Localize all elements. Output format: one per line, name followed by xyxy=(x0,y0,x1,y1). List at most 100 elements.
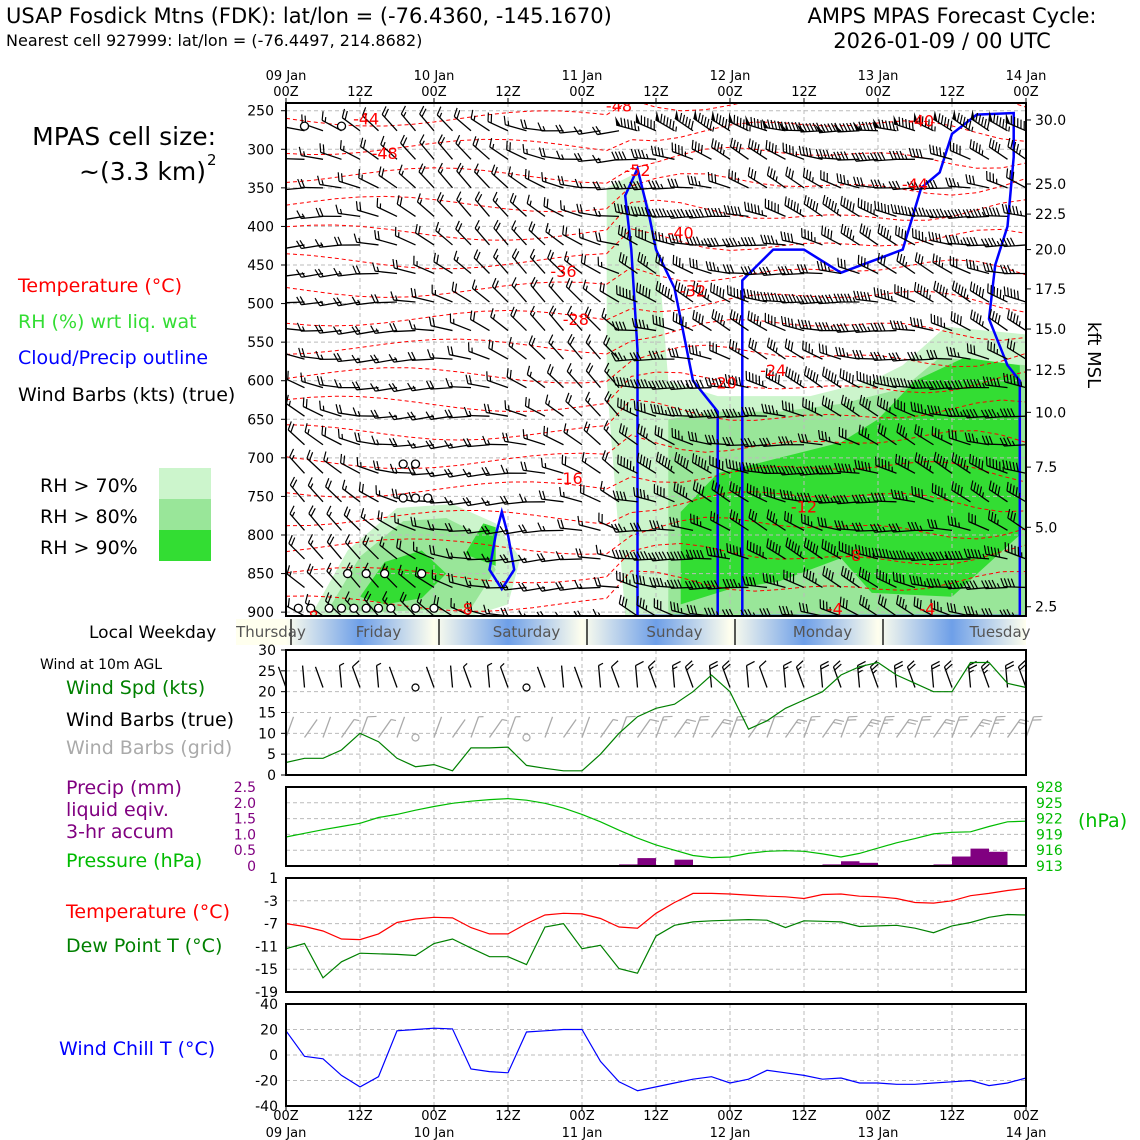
wind-barb-feather xyxy=(808,171,812,181)
wind-barb-feather xyxy=(578,548,583,558)
wind-barb-feather xyxy=(750,169,754,179)
wind-barb-feather xyxy=(617,203,620,213)
wind-barb-feather xyxy=(414,288,417,298)
wind-barb xyxy=(430,472,453,478)
legend-temp2: Temperature (°C) xyxy=(65,901,230,923)
wind-barb xyxy=(878,602,897,616)
wind-barb-feather xyxy=(768,404,772,414)
wind-barb-feather xyxy=(416,593,421,602)
wind-barb-feather xyxy=(787,198,790,208)
wind-barb-half xyxy=(759,321,762,327)
wind-barb-feather xyxy=(327,594,332,604)
wind-barb-feather xyxy=(825,345,828,355)
wind-barb-feather xyxy=(682,114,686,124)
wind-barb-feather xyxy=(932,208,938,218)
wind-barb-true-feather xyxy=(1005,664,1015,670)
wind-barb-feather xyxy=(406,412,413,421)
wind-barb-true-half xyxy=(339,662,345,667)
wind-barb-feather xyxy=(380,512,383,522)
wind-barb xyxy=(781,272,805,276)
wind-barb-feather xyxy=(743,288,747,298)
wind-barb-feather xyxy=(938,256,941,267)
wind-barb-feather xyxy=(675,348,679,358)
wind-barb xyxy=(839,376,860,389)
wind-barb-feather xyxy=(970,344,973,354)
wind-barb-half xyxy=(996,519,999,525)
wind-barb-feather xyxy=(821,465,827,474)
wind-barb-true-feather xyxy=(820,660,829,667)
wind-barb-feather xyxy=(749,462,753,472)
kft-tick-label: 7.5 xyxy=(1035,460,1057,476)
wind-barb xyxy=(692,488,712,503)
wind-barb xyxy=(727,293,749,303)
wind-barb-feather xyxy=(618,151,624,161)
wind-barb xyxy=(597,585,620,589)
wind-barb xyxy=(289,484,305,503)
wind-barb-feather xyxy=(873,322,879,332)
wind-barb-grid xyxy=(692,716,702,738)
wind-barb xyxy=(784,346,805,360)
wind-barb-feather xyxy=(760,120,763,130)
top-time-label-date: 13 Jan xyxy=(858,69,899,84)
wind-barb-feather xyxy=(281,118,283,127)
wind-barb-feather xyxy=(511,220,517,229)
bottom-time-label-date: 09 Jan xyxy=(266,1126,307,1140)
wind-barb xyxy=(511,256,527,274)
wind-barb-half xyxy=(505,584,509,590)
wind-barb-feather xyxy=(879,570,881,580)
wind-barb-feather xyxy=(703,238,709,247)
wind-barb-feather xyxy=(575,548,580,558)
wind-barb-feather xyxy=(907,460,910,470)
wind-barb-feather xyxy=(391,382,398,392)
wind-barb-feather xyxy=(548,334,554,343)
wind-barb-feather xyxy=(639,454,643,464)
wind-barb-feather xyxy=(933,349,938,359)
wind-barb-feather xyxy=(746,483,749,493)
calm-circle xyxy=(299,121,310,131)
wind-barb-feather xyxy=(296,269,302,278)
wind-barb xyxy=(412,444,435,449)
wind-barb-feather xyxy=(729,578,735,588)
wind-barb-feather xyxy=(781,294,787,303)
wind-barb-half xyxy=(320,300,324,306)
wind-barb-feather xyxy=(314,297,321,307)
wind-barb-feather xyxy=(688,236,694,246)
wind-barb-feather xyxy=(984,238,990,247)
wind-barb-half xyxy=(723,553,727,559)
wind-barb-grid xyxy=(655,716,665,738)
wind-barb-feather xyxy=(828,294,834,303)
wind-barb-half xyxy=(395,295,398,301)
legend-rh80: RH > 80% xyxy=(40,506,138,528)
wind-barb-half xyxy=(845,524,849,530)
wind-barb-feather xyxy=(963,459,967,470)
wind-barb-feather xyxy=(674,407,679,416)
wind-barb-half xyxy=(867,155,871,161)
wind-barb-feather xyxy=(566,362,572,372)
wind-barb-feather xyxy=(748,508,752,518)
wind-barb-feather xyxy=(490,308,494,318)
precip-bar xyxy=(859,862,878,866)
wind-barb-feather xyxy=(574,178,580,188)
wind-barb-feather xyxy=(685,549,691,559)
wind-barb-feather xyxy=(729,408,735,418)
wind-barb-feather xyxy=(787,121,793,131)
wind-barb xyxy=(470,318,490,332)
wind-barb-feather xyxy=(688,580,694,590)
wind-barb-feather xyxy=(316,375,321,385)
wind-barb-feather xyxy=(395,489,398,499)
wind-barb xyxy=(357,465,379,474)
wind-barb-feather xyxy=(731,170,734,180)
wind-barb-feather xyxy=(272,395,275,403)
wind-barb-feather xyxy=(292,479,298,488)
wind-barb-feather xyxy=(474,191,480,200)
wind-barb xyxy=(449,581,472,589)
wind-barb-feather xyxy=(618,549,624,559)
wind-barb xyxy=(967,351,990,360)
wind-barb-feather xyxy=(627,205,631,215)
wind-barb-feather xyxy=(699,549,705,559)
wind-barb-feather xyxy=(546,363,552,373)
wind-barb-grid-feather xyxy=(869,721,880,725)
wind-barb-feather xyxy=(861,121,867,131)
wind-barb-half xyxy=(344,485,348,491)
